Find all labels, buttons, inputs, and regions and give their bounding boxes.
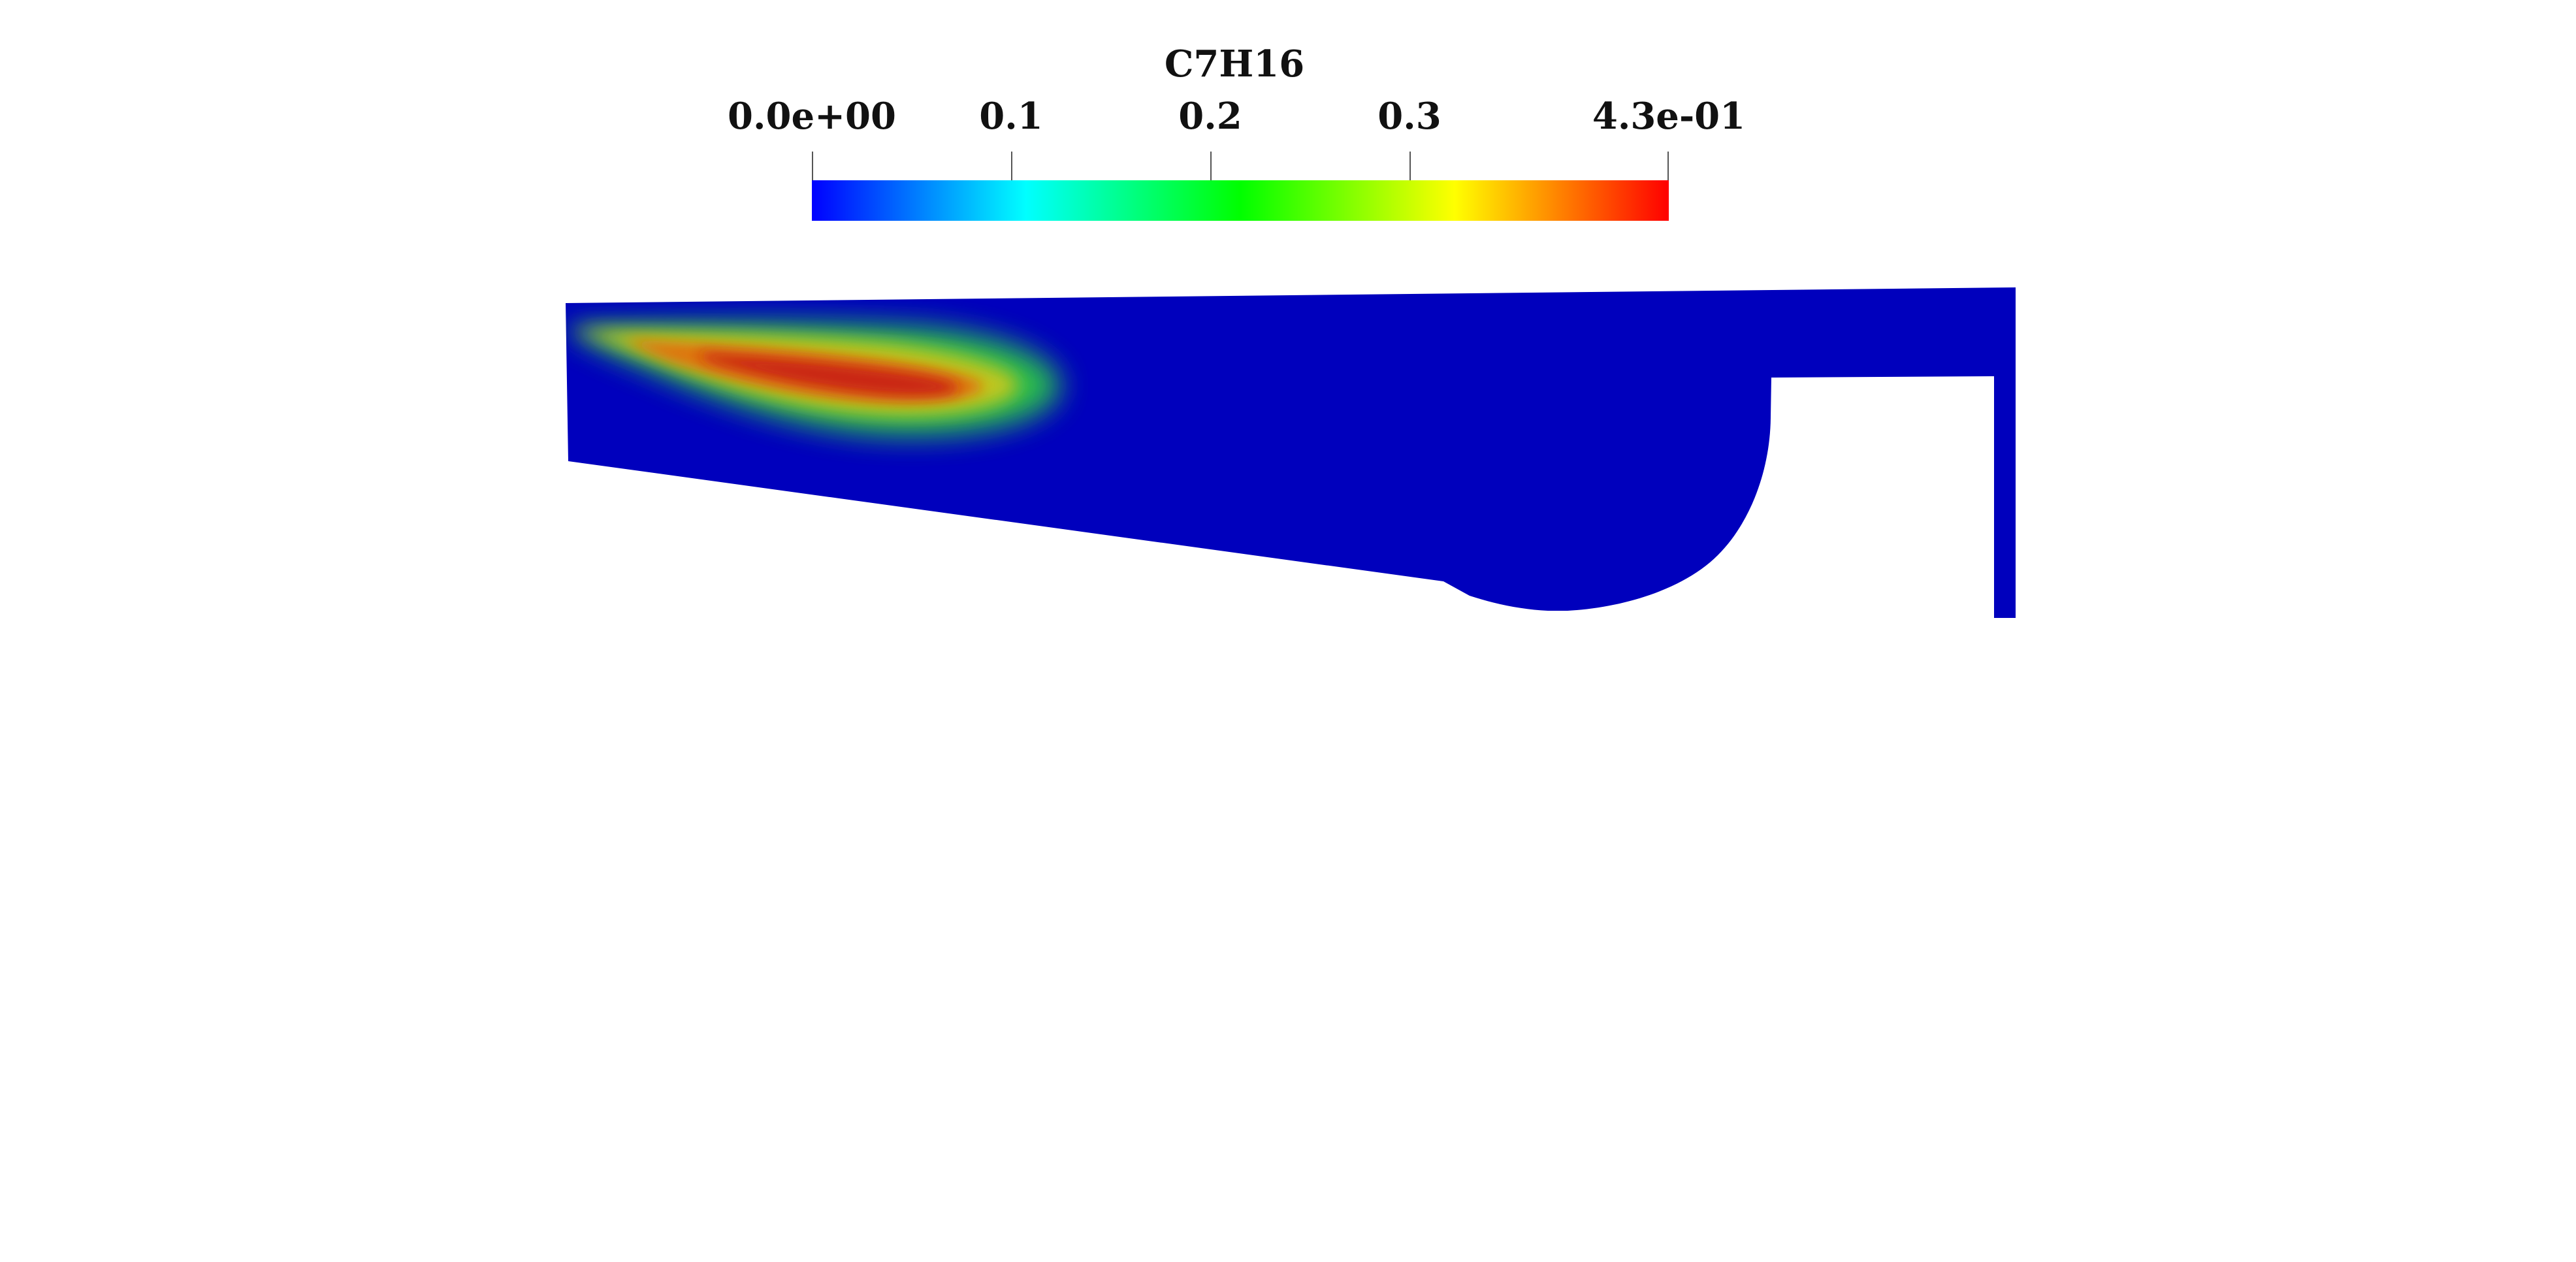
plume-core-region: [699, 353, 959, 397]
legend-tick-mark: [1667, 152, 1669, 180]
legend-tick-mark: [1210, 152, 1212, 180]
legend-tick-label: 0.3: [1377, 95, 1441, 138]
legend-colormap-bar: [812, 180, 1669, 221]
legend-tick-mark: [812, 152, 813, 180]
legend-tick-label: 0.2: [1178, 95, 1242, 138]
legend-title: C7H16: [1164, 42, 1305, 86]
color-legend: C7H16 0.0e+00 0.1 0.2 0.3 4.3e-01: [0, 0, 2576, 235]
fuel-plume: [566, 322, 1061, 437]
legend-tick-label: 0.1: [979, 95, 1043, 138]
legend-tick-label: 4.3e-01: [1592, 95, 1746, 138]
legend-tick-label: 0.0e+00: [728, 95, 896, 138]
legend-tick-mark: [1409, 152, 1411, 180]
legend-tick-mark: [1011, 152, 1012, 180]
